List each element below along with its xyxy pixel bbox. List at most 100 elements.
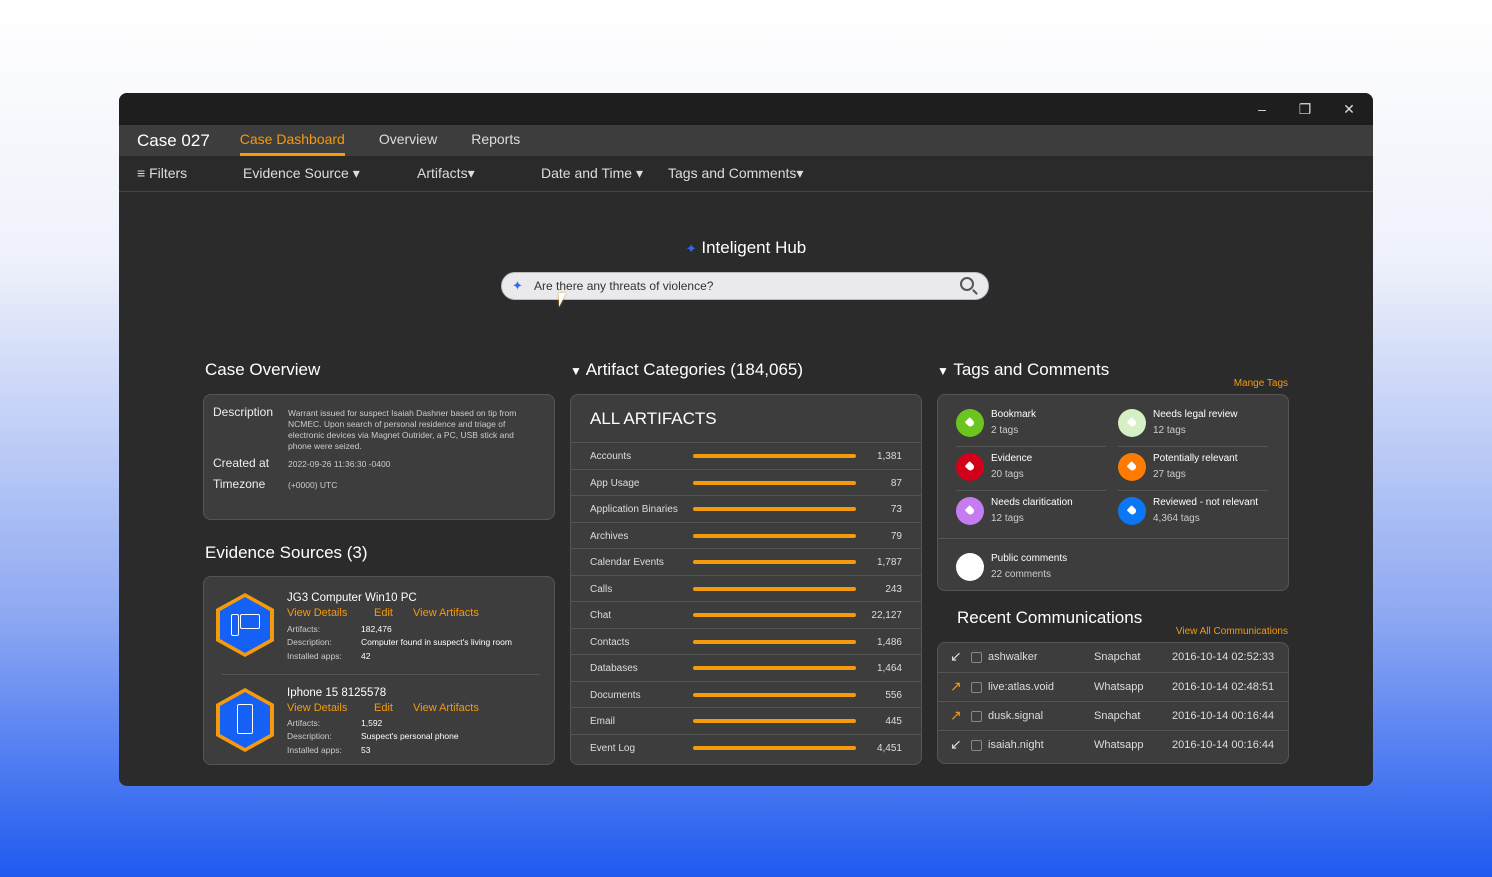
artifact-label: Chat (590, 610, 612, 621)
communication-row[interactable]: ↗ live:atlas.void Whatsapp 2016-10-14 02:48… (938, 672, 1288, 701)
communication-row[interactable]: ↗ dusk.signal Snapchat 2016-10-14 00:16:44 (938, 701, 1288, 730)
tag-item[interactable]: Needs claritication 12 tags (956, 493, 1106, 535)
app-window: – ❐ ✕ Case 027 Case Dashboard Overview R… (119, 93, 1373, 786)
timestamp: 2016-10-14 02:52:33 (1172, 651, 1275, 663)
tag-name: Needs claritication (991, 497, 1073, 508)
artifact-label: Email (590, 716, 616, 727)
sparkle-icon: ✦ (685, 241, 697, 256)
edit-link[interactable]: Edit (374, 702, 393, 714)
tag-item[interactable]: Bookmark 2 tags (956, 405, 1106, 447)
tag-icon (956, 409, 984, 437)
tags-comments-title[interactable]: ▼ Tags and Comments (937, 360, 1109, 380)
tag-item[interactable]: Needs legal review 12 tags (1118, 405, 1268, 447)
tab-overview[interactable]: Overview (378, 131, 438, 147)
tag-name: Evidence (991, 453, 1033, 464)
evidence-source-item: Iphone 15 8125578 View Details Edit View… (204, 672, 554, 764)
artifact-row[interactable]: Email 445 (571, 707, 921, 734)
date-time-dropdown[interactable]: Date and Time ▾ (541, 165, 643, 181)
tag-item[interactable]: Potentially relevant 27 tags (1118, 449, 1268, 491)
artifact-count: 4,451 (876, 742, 902, 754)
evidence-source-dropdown[interactable]: Evidence Source ▾ (243, 165, 360, 181)
restore-icon[interactable]: ❐ (1298, 101, 1312, 117)
manage-tags-link[interactable]: Mange Tags (1233, 378, 1288, 389)
comment-icon (956, 553, 984, 581)
row-checkbox[interactable] (971, 682, 982, 693)
artifact-count: 1,787 (876, 557, 902, 568)
communications-card: ↙ ashwalker Snapchat 2016-10-14 02:52:33 ↗ li… (937, 642, 1289, 764)
tag-icon (1118, 497, 1146, 525)
tab-reports[interactable]: Reports (471, 131, 521, 147)
artifact-row[interactable]: Calendar Events 1,787 (571, 548, 921, 575)
outgoing-arrow-icon: ↗ (950, 678, 962, 694)
artifacts-label: Artifacts (417, 165, 468, 181)
artifact-label: App Usage (590, 477, 640, 489)
artifact-bar (693, 719, 856, 723)
artifacts-dropdown[interactable]: Artifacts▾ (417, 165, 475, 181)
row-checkbox[interactable] (971, 740, 982, 751)
case-title: Case 027 (137, 130, 210, 150)
edit-link[interactable]: Edit (374, 607, 393, 619)
artifact-row[interactable]: Documents 556 (571, 680, 921, 708)
artifact-bar (693, 533, 856, 538)
filters-label: Filters (149, 165, 188, 181)
public-comments[interactable]: Public comments 22 comments (956, 549, 1106, 591)
artifact-bar (693, 480, 856, 485)
view-all-communications-link[interactable]: View All Communications (1175, 626, 1288, 637)
artifacts-value: 182,476 (361, 624, 392, 634)
communication-row[interactable]: ↙ isaiah.night Whatsapp 2016-10-14 00:16:44 (938, 730, 1288, 759)
hub-title-text: Inteligent Hub (701, 238, 807, 257)
apps-label: Installed apps: (287, 651, 342, 661)
comments-count: 22 comments (991, 569, 1052, 580)
view-artifacts-link[interactable]: View Artifacts (413, 607, 479, 619)
description-label: Description (213, 405, 274, 419)
artifact-bar (693, 745, 856, 750)
tag-icon (1118, 453, 1146, 481)
evidence-source-item: JG3 Computer Win10 PC View Details Edit … (204, 577, 554, 669)
artifact-row[interactable]: Databases 1,464 (571, 654, 921, 681)
close-icon[interactable]: ✕ (1343, 101, 1355, 117)
main-nav: Case 027 Case Dashboard Overview Reports (119, 125, 1373, 156)
phone-icon (216, 688, 274, 752)
incoming-arrow-icon: ↙ (950, 648, 962, 664)
tag-item[interactable]: Evidence 20 tags (956, 449, 1106, 491)
view-details-link[interactable]: View Details (287, 607, 348, 619)
artifact-row[interactable]: Event Log 4,451 (571, 733, 921, 761)
artifact-row[interactable]: Application Binaries 73 (571, 495, 921, 522)
recent-communications-title: Recent Communications (957, 608, 1143, 627)
artifact-categories-title[interactable]: ▼ Artifact Categories (184,065) (570, 360, 803, 380)
artifact-row[interactable]: Calls 243 (571, 574, 921, 602)
tag-name: Reviewed - not relevant (1153, 497, 1259, 508)
tab-case-dashboard[interactable]: Case Dashboard (239, 125, 345, 156)
desktop-icon (216, 593, 274, 657)
communication-row[interactable]: ↙ ashwalker Snapchat 2016-10-14 02:52:33 (938, 643, 1288, 672)
collapse-icon[interactable]: ▼ (937, 364, 949, 378)
timezone-value: (+0000) UTC (288, 480, 338, 490)
search-icon[interactable] (960, 277, 974, 291)
filters-button[interactable]: ≡ Filters (137, 165, 187, 181)
minimize-icon[interactable]: – (1258, 101, 1266, 117)
view-details-link[interactable]: View Details (287, 702, 348, 714)
artifact-categories-label: Artifact Categories (585, 360, 726, 379)
description-value: Computer found in suspect's living room (361, 637, 512, 647)
tag-item[interactable]: Reviewed - not relevant 4,364 tags (1118, 493, 1268, 535)
tag-count: 12 tags (1153, 425, 1186, 436)
artifact-row[interactable]: Accounts 1,381 (571, 442, 921, 469)
row-checkbox[interactable] (971, 652, 982, 663)
tags-comments-dropdown[interactable]: Tags and Comments▾ (668, 165, 804, 181)
search-value: Are there any threats of violence? (534, 279, 714, 293)
artifact-row[interactable]: App Usage 87 (571, 468, 921, 496)
artifact-row[interactable]: Contacts 1,486 (571, 627, 921, 655)
view-artifacts-link[interactable]: View Artifacts (413, 702, 479, 714)
created-value: 2022-09-26 11:36:30 -0400 (288, 459, 391, 469)
search-input[interactable]: ✦ Are there any threats of violence? (501, 272, 989, 300)
apps-value: 42 (361, 651, 371, 661)
artifact-count: 22,127 (871, 610, 902, 621)
tag-name: Potentially relevant (1153, 453, 1238, 464)
artifact-row[interactable]: Chat 22,127 (571, 601, 921, 628)
collapse-icon[interactable]: ▼ (570, 364, 582, 378)
artifact-count: 1,381 (876, 451, 902, 462)
artifact-row[interactable]: Archives 79 (571, 521, 921, 549)
row-checkbox[interactable] (971, 711, 982, 722)
tag-icon (1118, 409, 1146, 437)
tag-count: 2 tags (991, 425, 1019, 436)
